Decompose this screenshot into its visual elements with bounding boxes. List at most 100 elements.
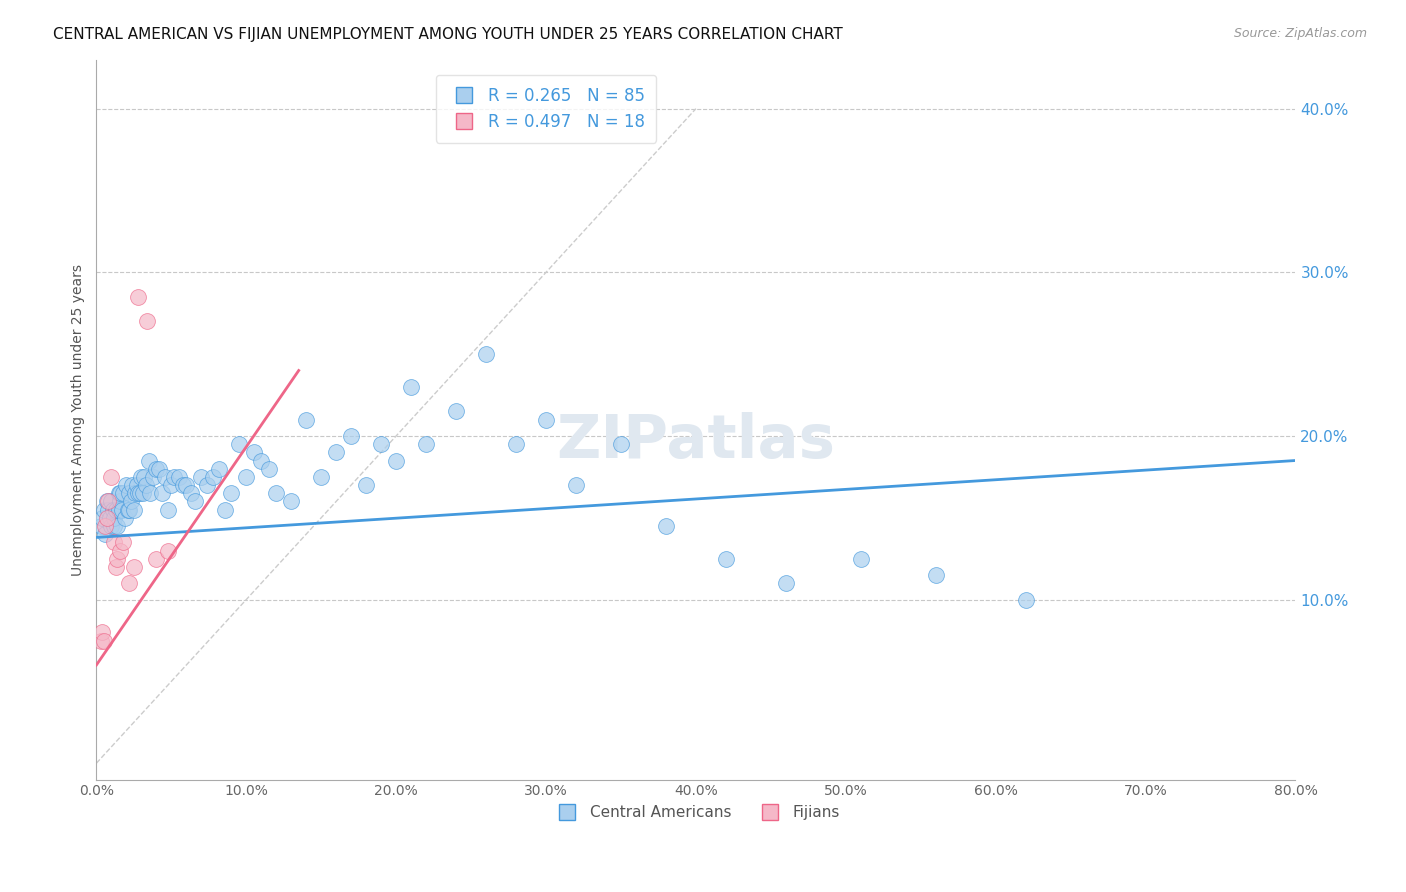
Point [122, 502, 145, 516]
Point [100, 494, 122, 508]
Point [120, 494, 142, 508]
Point [97, 502, 120, 516]
Point [100, 470, 122, 484]
Point [219, 486, 242, 500]
Point [257, 461, 280, 475]
Point [235, 470, 257, 484]
Point [118, 576, 141, 591]
Point [96, 510, 118, 524]
Point [157, 502, 180, 516]
Legend: Central Americans, Fijians: Central Americans, Fijians [546, 798, 846, 826]
Point [105, 519, 128, 533]
Point [121, 478, 143, 492]
Point [118, 502, 141, 516]
Point [111, 502, 134, 516]
Point [101, 502, 124, 516]
Point [134, 470, 156, 484]
Point [128, 486, 150, 500]
Point [110, 543, 132, 558]
Point [117, 502, 139, 516]
Point [115, 478, 138, 492]
Point [125, 478, 148, 492]
Point [148, 461, 170, 475]
Text: ZIPatlas: ZIPatlas [557, 412, 835, 471]
Point [214, 502, 236, 516]
Point [202, 470, 225, 484]
Point [655, 519, 678, 533]
Point [250, 453, 273, 467]
Point [94, 519, 117, 533]
Point [208, 461, 231, 475]
Point [242, 445, 264, 459]
Point [122, 560, 145, 574]
Point [112, 535, 135, 549]
Point [103, 519, 125, 533]
Point [167, 470, 190, 484]
Point [184, 494, 207, 508]
Point [385, 453, 408, 467]
Point [132, 486, 155, 500]
Point [145, 461, 167, 475]
Point [150, 486, 173, 500]
Point [104, 502, 127, 516]
Point [110, 486, 132, 500]
Point [399, 380, 422, 394]
Y-axis label: Unemployment Among Youth under 25 years: Unemployment Among Youth under 25 years [72, 264, 86, 575]
Point [93, 502, 115, 516]
Point [370, 437, 392, 451]
Point [91, 625, 114, 640]
Text: Source: ZipAtlas.com: Source: ZipAtlas.com [1233, 27, 1367, 40]
Point [100, 519, 122, 533]
Point [112, 486, 135, 500]
Point [96, 494, 118, 508]
Point [280, 494, 302, 508]
Point [475, 347, 498, 361]
Point [228, 437, 250, 451]
Point [264, 486, 287, 500]
Point [155, 470, 177, 484]
Point [775, 576, 797, 591]
Point [340, 429, 363, 443]
Point [415, 437, 437, 451]
Point [127, 290, 149, 304]
Point [94, 527, 117, 541]
Point [295, 412, 318, 426]
Point [190, 470, 212, 484]
Point [354, 478, 377, 492]
Point [1014, 592, 1036, 607]
Point [505, 437, 527, 451]
Point [925, 568, 948, 582]
Point [174, 478, 197, 492]
Point [135, 478, 157, 492]
Point [103, 535, 125, 549]
Point [444, 404, 467, 418]
Point [91, 510, 114, 524]
Point [849, 551, 872, 566]
Point [110, 494, 132, 508]
Point [108, 486, 131, 500]
Point [131, 470, 153, 484]
Point [104, 560, 127, 574]
Point [157, 543, 180, 558]
Point [160, 478, 183, 492]
Point [118, 486, 141, 500]
Point [105, 551, 128, 566]
Point [103, 510, 125, 524]
Point [163, 470, 186, 484]
Point [142, 470, 165, 484]
Point [714, 551, 737, 566]
Point [93, 633, 115, 648]
Point [90, 519, 112, 533]
Point [195, 478, 218, 492]
Point [90, 633, 112, 648]
Point [565, 478, 588, 492]
Point [97, 494, 120, 508]
Point [114, 510, 136, 524]
Point [534, 412, 557, 426]
Point [136, 314, 159, 328]
Point [610, 437, 633, 451]
Text: CENTRAL AMERICAN VS FIJIAN UNEMPLOYMENT AMONG YOUTH UNDER 25 YEARS CORRELATION C: CENTRAL AMERICAN VS FIJIAN UNEMPLOYMENT … [53, 27, 844, 42]
Point [172, 478, 194, 492]
Point [139, 486, 162, 500]
Point [138, 453, 160, 467]
